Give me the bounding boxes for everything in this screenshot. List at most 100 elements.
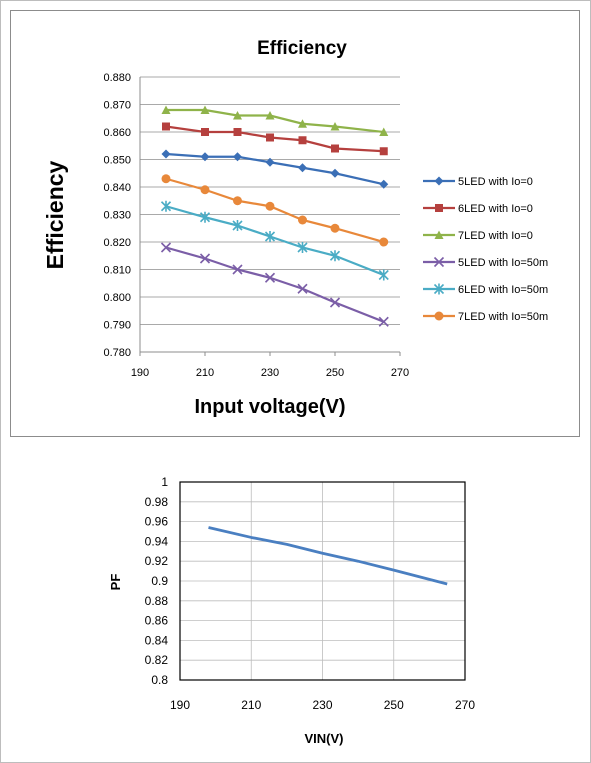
y-tick-label: 0.850 [103, 155, 131, 167]
data-point [330, 122, 340, 131]
y-tick-label: 0.96 [145, 515, 169, 529]
legend-label: 6LED with Io=50m [458, 284, 548, 296]
x-tick-label: 210 [196, 367, 214, 379]
data-point [378, 269, 389, 281]
y-tick-label: 0.860 [103, 127, 131, 139]
y-tick-label: 0.830 [103, 210, 131, 222]
data-point [379, 179, 389, 189]
data-point [200, 152, 210, 162]
y-tick-label: 0.790 [103, 320, 131, 332]
data-point [329, 250, 341, 262]
series-3 [161, 105, 389, 136]
efficiency-chart-panel [10, 10, 580, 437]
data-point [233, 111, 242, 120]
data-point [265, 201, 275, 211]
data-point [331, 144, 339, 153]
y-tick-label: 0.870 [103, 100, 131, 112]
y-tick-label: 0.98 [145, 495, 169, 509]
data-point [264, 272, 276, 283]
data-point [232, 264, 243, 275]
data-point [330, 168, 340, 178]
data-point [233, 152, 242, 162]
legend-label: 6LED with Io=0 [458, 203, 533, 215]
data-point [233, 128, 242, 136]
data-point [199, 211, 211, 223]
legend-marker [434, 230, 444, 239]
y-tick-label: 0.88 [145, 594, 169, 608]
y-tick-label: 0.92 [145, 554, 169, 568]
data-point [201, 128, 209, 136]
x-tick-label: 210 [241, 698, 261, 712]
legend-item: 7LED with Io=0 [423, 230, 533, 242]
data-point [297, 242, 308, 253]
y-tick-label: 0.800 [103, 292, 131, 304]
y-tick-label: 0.9 [151, 574, 168, 588]
x-tick-label: 230 [312, 698, 332, 712]
pf-x-axis-title: VIN(V) [305, 731, 344, 746]
data-point [265, 111, 275, 120]
legend-item: 5LED with Io=0 [423, 176, 533, 188]
efficiency-legend: 5LED with Io=0 6LED with Io=0 7LED with Io… [423, 176, 548, 323]
legend-item: 6LED with Io=0 [423, 203, 533, 215]
legend-marker [434, 176, 444, 186]
y-tick-label: 0.86 [145, 614, 169, 628]
y-tick-label: 0.840 [103, 182, 131, 194]
series-2 [162, 122, 388, 156]
legend-item: 5LED with Io=50m [423, 256, 548, 269]
y-tick-label: 0.8 [151, 673, 168, 687]
pf-grid [180, 482, 465, 680]
x-tick-label: 270 [455, 698, 475, 712]
x-tick-label: 250 [384, 698, 404, 712]
series-4 [160, 242, 389, 327]
data-point [200, 185, 210, 195]
data-point [266, 133, 274, 142]
legend-item: 7LED with Io=50m [423, 311, 548, 323]
y-tick-label: 0.880 [103, 72, 131, 84]
legend-item: 6LED with Io=50m [423, 283, 548, 296]
legend-marker [435, 204, 443, 212]
y-tick-label: 0.82 [145, 653, 169, 667]
data-point [264, 231, 276, 242]
legend-label: 5LED with Io=50m [458, 257, 548, 269]
data-point [298, 119, 307, 128]
data-point [297, 283, 308, 294]
legend-marker [433, 283, 445, 295]
legend-label: 7LED with Io=50m [458, 311, 548, 323]
pf-series-line [208, 526, 448, 586]
series-6 [161, 174, 389, 247]
y-tick-label: 0.780 [103, 347, 131, 359]
y-tick-label: 0.94 [145, 534, 169, 548]
x-tick-label: 190 [170, 698, 190, 712]
data-point [160, 242, 172, 253]
data-point [298, 215, 307, 225]
y-tick-label: 0.820 [103, 237, 131, 249]
data-point [298, 136, 307, 145]
pf-plot-frame [179, 481, 466, 681]
data-point [379, 127, 389, 136]
legend-marker [434, 311, 444, 321]
x-tick-label: 190 [131, 367, 149, 379]
data-point [161, 174, 171, 184]
y-tick-label: 0.810 [103, 265, 131, 277]
efficiency-grid [140, 76, 400, 325]
efficiency-chart-title: Efficiency [257, 38, 347, 59]
data-point [378, 316, 389, 327]
data-point [298, 163, 307, 173]
data-point [379, 237, 389, 247]
data-point [162, 122, 170, 131]
y-tick-label: 0.84 [145, 633, 169, 647]
efficiency-chart: Efficiency Efficiency Input voltage(V) 0… [42, 38, 548, 418]
data-point [200, 105, 210, 114]
data-point [329, 297, 341, 308]
x-tick-label: 250 [326, 367, 344, 379]
legend-marker [433, 256, 445, 268]
data-point [265, 157, 275, 167]
efficiency-y-axis-title: Efficiency [42, 160, 68, 269]
pf-y-axis-title: PF [108, 574, 123, 591]
data-point [233, 196, 242, 206]
data-point [199, 253, 211, 264]
series-1 [161, 149, 389, 189]
efficiency-x-axis-title: Input voltage(V) [194, 396, 345, 418]
x-tick-label: 230 [261, 367, 279, 379]
